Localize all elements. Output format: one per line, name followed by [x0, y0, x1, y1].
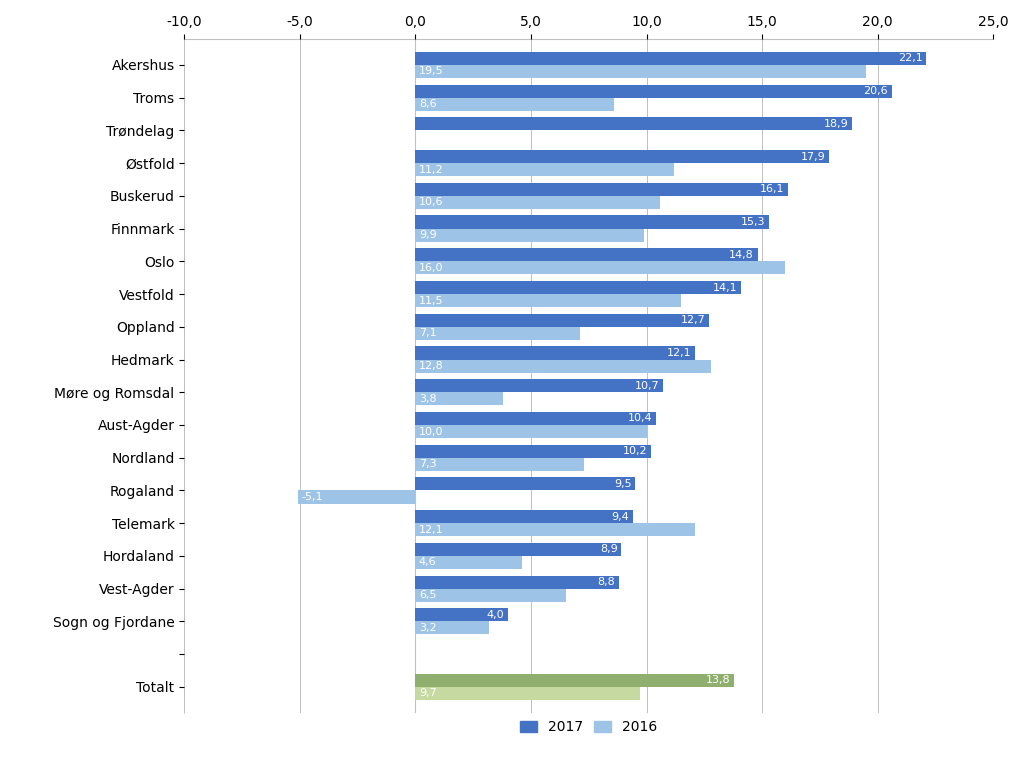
Text: 7,3: 7,3: [419, 460, 436, 469]
Bar: [416, 687, 640, 700]
Bar: [416, 556, 522, 569]
Bar: [416, 65, 866, 78]
Text: 15,3: 15,3: [741, 217, 766, 227]
Text: 22,1: 22,1: [898, 53, 923, 64]
Text: 11,2: 11,2: [419, 164, 443, 174]
Bar: [416, 360, 712, 373]
Bar: [416, 196, 660, 209]
Bar: [416, 523, 695, 536]
Text: 14,1: 14,1: [714, 283, 738, 292]
Bar: [416, 542, 622, 556]
Bar: [416, 84, 892, 98]
Bar: [298, 491, 416, 504]
Bar: [416, 229, 644, 242]
Text: 10,4: 10,4: [628, 413, 652, 423]
Bar: [416, 392, 503, 405]
Text: -5,1: -5,1: [301, 492, 323, 502]
Text: 9,7: 9,7: [419, 688, 436, 698]
Bar: [416, 622, 489, 635]
Bar: [416, 425, 646, 438]
Text: 7,1: 7,1: [419, 329, 436, 339]
Text: 10,6: 10,6: [419, 198, 443, 208]
Text: 6,5: 6,5: [419, 591, 436, 600]
Bar: [416, 576, 618, 589]
Bar: [416, 294, 681, 307]
Text: 20,6: 20,6: [863, 86, 888, 96]
Bar: [416, 673, 734, 687]
Legend: 2017, 2016: 2017, 2016: [515, 715, 663, 740]
Bar: [416, 477, 635, 491]
Text: 13,8: 13,8: [707, 675, 731, 685]
Bar: [416, 346, 695, 360]
Bar: [416, 589, 565, 601]
Text: 18,9: 18,9: [824, 119, 849, 129]
Text: 3,8: 3,8: [419, 394, 436, 404]
Bar: [416, 183, 787, 196]
Text: 12,8: 12,8: [419, 361, 443, 371]
Bar: [416, 248, 758, 261]
Bar: [416, 412, 655, 425]
Text: 16,1: 16,1: [760, 184, 784, 195]
Bar: [416, 608, 508, 622]
Text: 8,6: 8,6: [419, 99, 436, 109]
Text: 4,0: 4,0: [486, 610, 505, 620]
Bar: [416, 52, 927, 65]
Bar: [416, 314, 709, 327]
Bar: [416, 379, 663, 392]
Text: 19,5: 19,5: [419, 67, 443, 77]
Text: 14,8: 14,8: [729, 250, 754, 260]
Text: 8,8: 8,8: [598, 577, 615, 587]
Bar: [416, 445, 651, 458]
Bar: [416, 215, 769, 229]
Bar: [416, 261, 785, 274]
Text: 11,5: 11,5: [419, 295, 443, 305]
Bar: [416, 163, 675, 176]
Bar: [416, 281, 741, 294]
Text: 12,1: 12,1: [419, 525, 443, 535]
Text: 8,9: 8,9: [600, 544, 617, 554]
Text: 12,7: 12,7: [681, 315, 706, 325]
Text: 17,9: 17,9: [801, 152, 825, 161]
Text: 12,1: 12,1: [667, 348, 691, 358]
Bar: [416, 458, 584, 470]
Text: 9,4: 9,4: [611, 512, 629, 522]
Bar: [416, 327, 580, 340]
Text: 3,2: 3,2: [419, 623, 436, 633]
Bar: [416, 98, 614, 111]
Text: 10,0: 10,0: [419, 426, 443, 436]
Text: 10,2: 10,2: [624, 446, 648, 456]
Bar: [416, 510, 633, 523]
Text: 10,7: 10,7: [635, 381, 659, 391]
Text: 9,5: 9,5: [614, 479, 632, 489]
Text: 9,9: 9,9: [419, 230, 436, 240]
Bar: [416, 150, 829, 163]
Text: 16,0: 16,0: [419, 263, 443, 273]
Text: 4,6: 4,6: [419, 557, 436, 567]
Bar: [416, 117, 852, 130]
